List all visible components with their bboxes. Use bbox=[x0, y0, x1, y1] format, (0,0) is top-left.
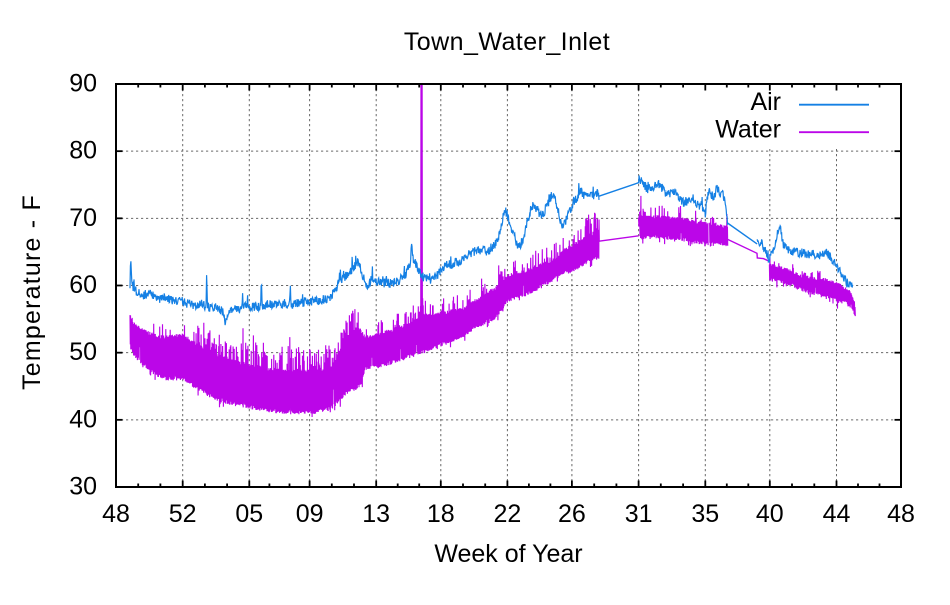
svg-text:18: 18 bbox=[427, 500, 455, 528]
svg-text:09: 09 bbox=[296, 500, 324, 528]
svg-text:44: 44 bbox=[823, 500, 851, 528]
svg-text:Town_Water_Inlet: Town_Water_Inlet bbox=[404, 28, 610, 56]
svg-text:35: 35 bbox=[691, 500, 719, 528]
svg-text:90: 90 bbox=[69, 70, 97, 98]
svg-text:Temperature - F: Temperature - F bbox=[18, 194, 46, 390]
svg-text:52: 52 bbox=[169, 500, 197, 528]
svg-text:50: 50 bbox=[69, 338, 97, 366]
svg-text:60: 60 bbox=[69, 271, 97, 299]
svg-text:70: 70 bbox=[69, 204, 97, 232]
svg-text:26: 26 bbox=[558, 500, 586, 528]
svg-text:Week of Year: Week of Year bbox=[434, 540, 582, 568]
svg-text:48: 48 bbox=[102, 500, 130, 528]
svg-text:40: 40 bbox=[756, 500, 784, 528]
svg-text:05: 05 bbox=[235, 500, 263, 528]
svg-text:13: 13 bbox=[362, 500, 390, 528]
svg-text:31: 31 bbox=[625, 500, 653, 528]
svg-text:80: 80 bbox=[69, 137, 97, 165]
svg-text:30: 30 bbox=[69, 473, 97, 501]
svg-text:40: 40 bbox=[69, 405, 97, 433]
svg-text:22: 22 bbox=[493, 500, 521, 528]
svg-text:48: 48 bbox=[887, 500, 915, 528]
svg-text:Air: Air bbox=[750, 88, 781, 116]
svg-text:Water: Water bbox=[715, 116, 781, 144]
